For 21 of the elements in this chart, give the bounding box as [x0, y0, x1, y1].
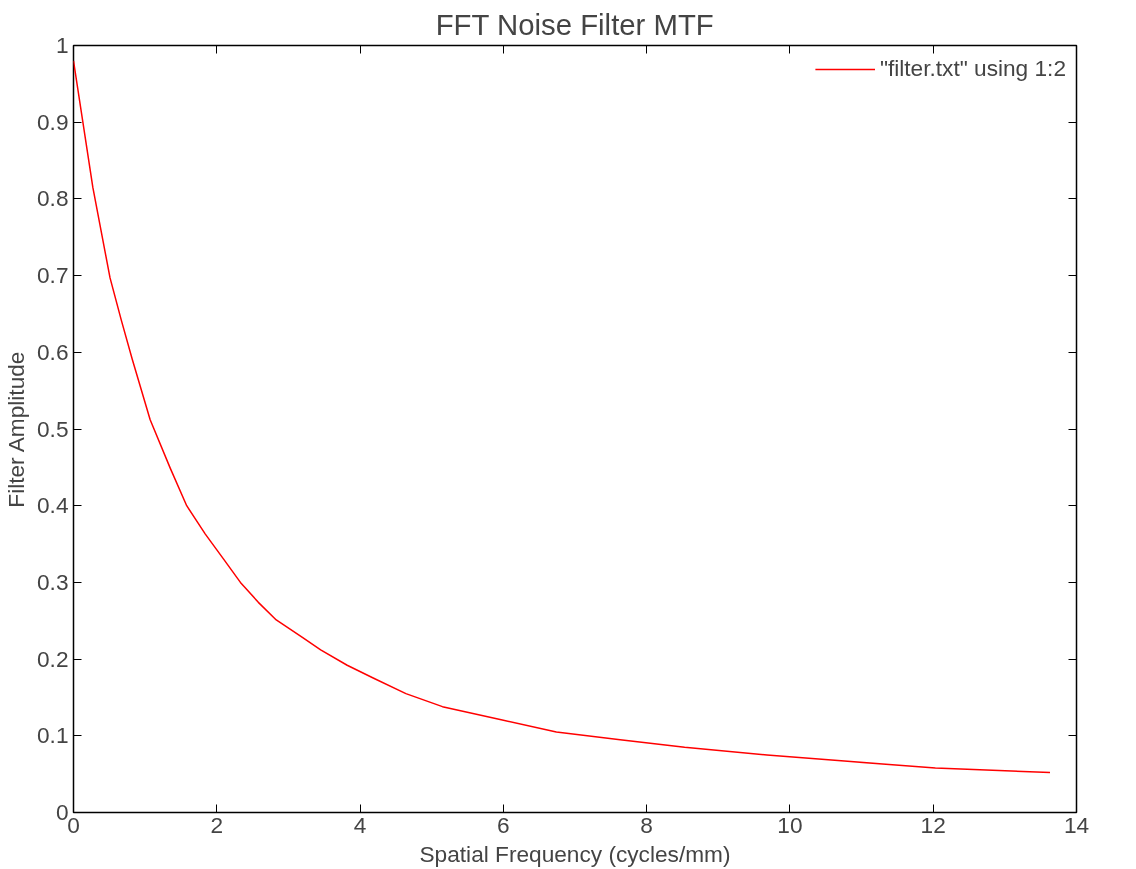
y-tick-label: 0.3: [37, 568, 69, 595]
y-tick-label: 0.1: [37, 722, 69, 749]
y-tick-label: 1: [55, 32, 69, 58]
x-tick-label: 6: [497, 811, 510, 838]
x-tick-label: 2: [210, 811, 224, 838]
x-tick-label: 4: [353, 811, 367, 838]
y-tick-label: 0.5: [37, 415, 69, 442]
x-tick-label: 10: [777, 811, 803, 838]
chart-title: FFT Noise Filter MTF: [435, 7, 714, 41]
y-tick-label: 0.6: [37, 338, 69, 365]
x-tick-label: 14: [1063, 811, 1090, 838]
y-tick-label: 0.8: [37, 185, 69, 212]
y-tick-label: 0.7: [37, 262, 69, 289]
y-tick-label: 0.9: [37, 108, 69, 135]
x-axis-title: Spatial Frequency (cycles/mm): [419, 840, 731, 867]
legend-label: "filter.txt" using 1:2: [879, 55, 1066, 82]
y-axis-title: Filter Amplitude: [3, 351, 29, 508]
y-tick-label: 0.4: [37, 492, 69, 519]
x-tick-label: 12: [920, 811, 946, 838]
y-tick-label: 0.2: [37, 645, 69, 672]
x-tick-label: 8: [640, 811, 653, 838]
